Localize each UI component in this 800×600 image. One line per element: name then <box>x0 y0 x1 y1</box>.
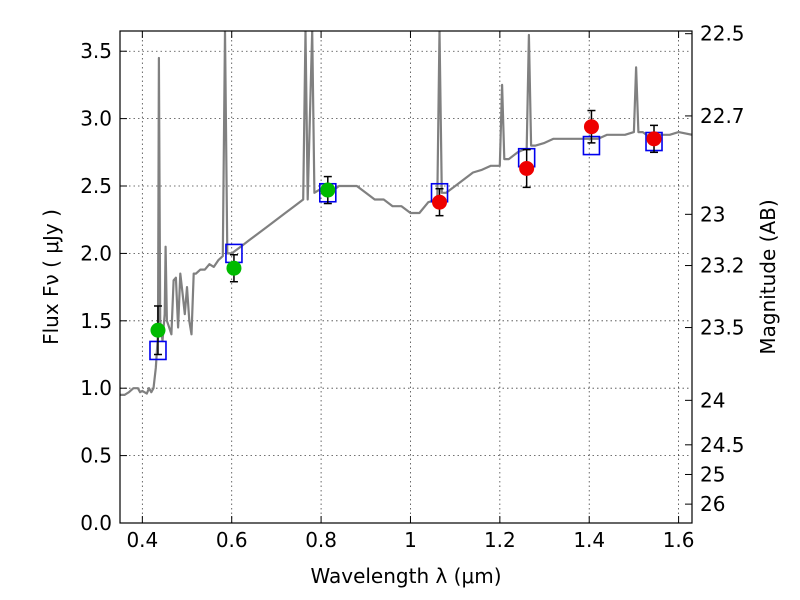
grid <box>120 31 692 524</box>
y-tick-label: 3.5 <box>80 39 112 63</box>
y-tick-label: 0.0 <box>80 511 112 535</box>
y2-tick-label: 24 <box>700 388 725 412</box>
y2-tick-label: 23.5 <box>700 316 745 340</box>
x-tick-label: 0.6 <box>216 528 248 552</box>
y-tick-label: 3.0 <box>80 107 112 131</box>
plot-frame <box>119 30 693 524</box>
x-tick-label: 0.4 <box>126 528 158 552</box>
x-tick-label: 0.8 <box>305 528 337 552</box>
y2-tick-label: 23 <box>700 202 725 226</box>
data-point <box>150 322 166 338</box>
data-point <box>646 131 662 147</box>
y2-tick-label: 24.5 <box>700 433 745 457</box>
y-tick-label: 2.5 <box>80 174 112 198</box>
data-point <box>519 160 535 176</box>
data-point <box>320 182 336 198</box>
y-axis-label: Flux Fν ( μJy ) <box>39 209 63 345</box>
y2-tick-label: 22.5 <box>700 22 745 46</box>
x-axis-label: Wavelength λ (μm) <box>310 564 501 588</box>
data-point <box>226 260 242 276</box>
y2-axis-label: Magnitude (AB) <box>756 199 780 354</box>
y-tick-label: 2.0 <box>80 241 112 265</box>
data-point <box>583 119 599 135</box>
y-tick-label: 1.5 <box>80 309 112 333</box>
spectrum-layer <box>120 31 692 396</box>
y-tick-label: 0.5 <box>80 444 112 468</box>
spectrum-line <box>120 31 692 396</box>
y2-tick-label: 23.2 <box>700 254 745 278</box>
ticks-layer: 0.4 0.6 0.8 1 1.2 1.4 1.6 0.0 0.5 1.0 1.5 2.0 2.5 3.0… <box>80 22 744 552</box>
data-point <box>432 194 448 210</box>
y-tick-label: 1.0 <box>80 376 112 400</box>
points-layer <box>149 109 663 361</box>
y2-tick-label: 26 <box>700 492 725 516</box>
x-tick-label: 1.2 <box>484 528 516 552</box>
x-tick-label: 1 <box>404 528 417 552</box>
x-tick-label: 1.6 <box>663 528 695 552</box>
y2-tick-label: 25 <box>700 462 725 486</box>
x-tick-label: 1.4 <box>573 528 605 552</box>
y2-tick-label: 22.7 <box>700 104 745 128</box>
